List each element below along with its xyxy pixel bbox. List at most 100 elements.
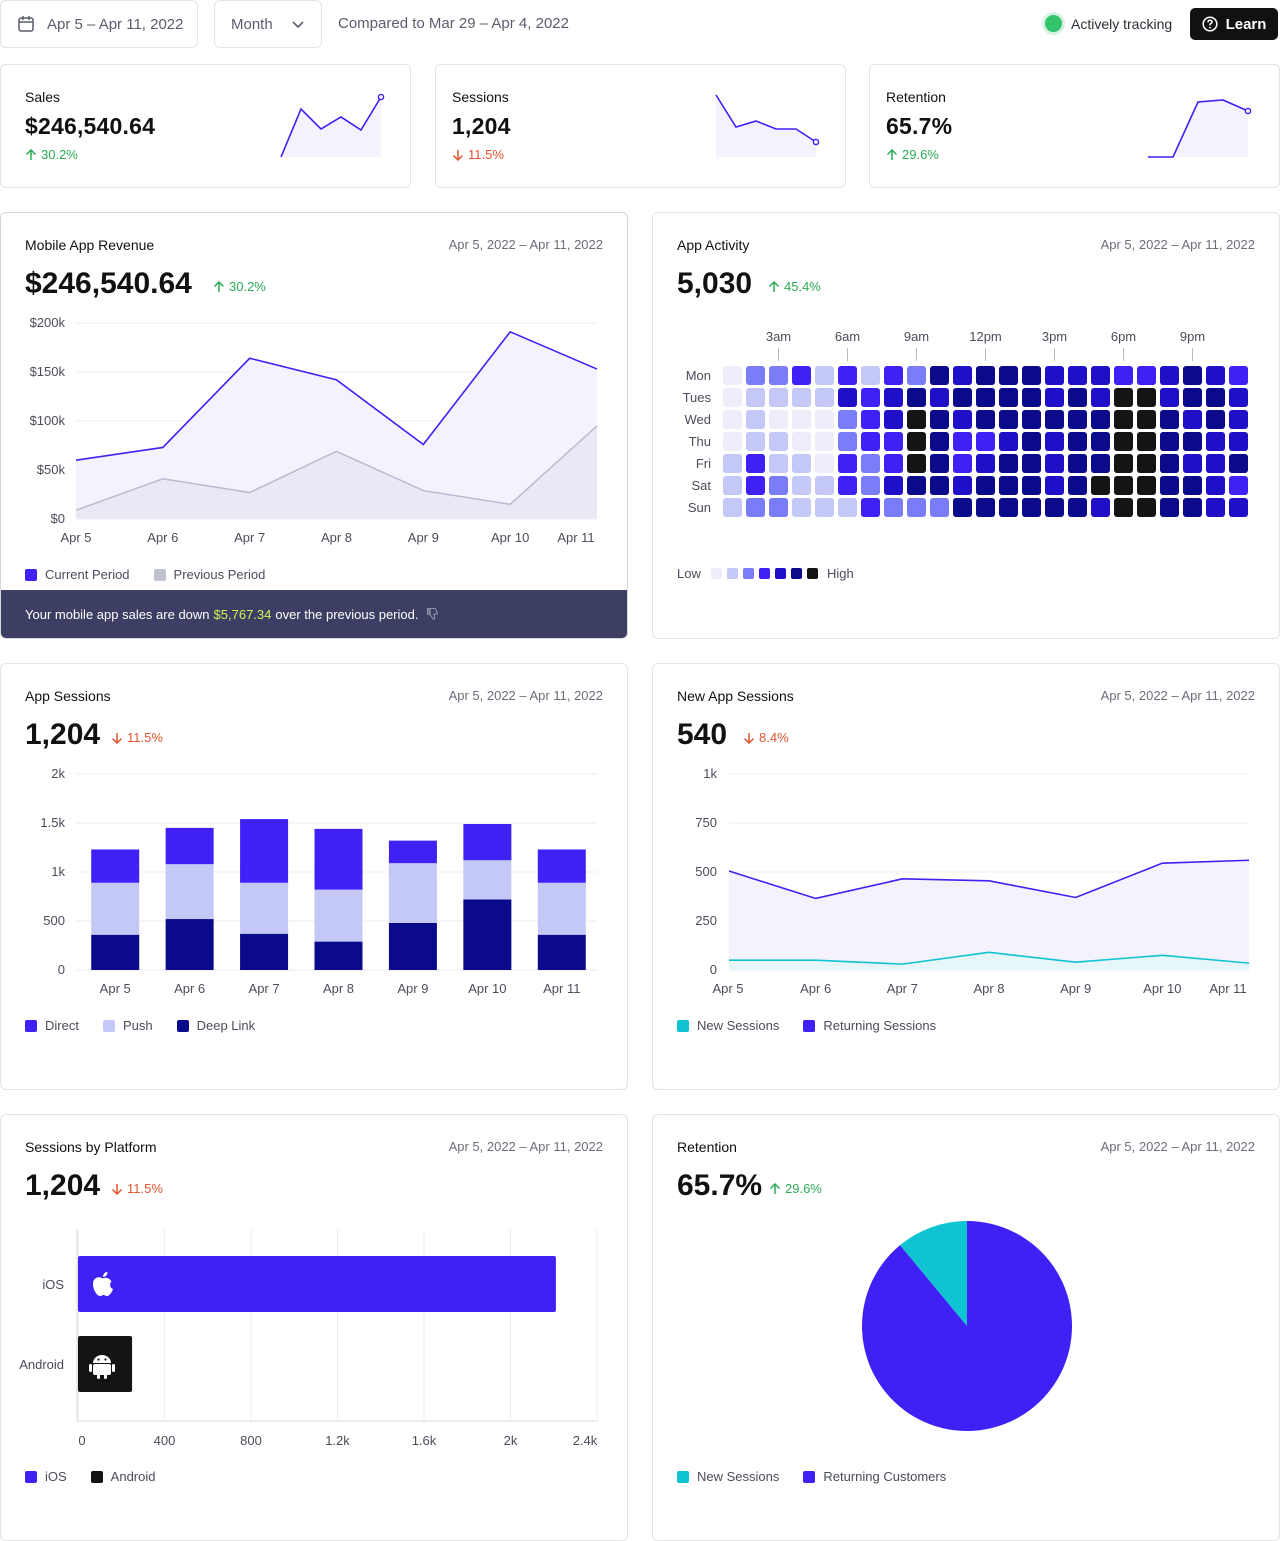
heatmap-cell bbox=[1022, 366, 1041, 385]
scale-swatch bbox=[759, 568, 770, 579]
banner-text: Your mobile app sales are down bbox=[25, 606, 210, 622]
y-tick-label: 250 bbox=[695, 913, 717, 928]
bar-segment-push bbox=[91, 882, 140, 935]
kpi-value: 1,204 bbox=[452, 113, 511, 139]
legend-item-previous[interactable]: Previous Period bbox=[153, 567, 266, 582]
heatmap-cell bbox=[723, 454, 742, 473]
arrow-down-icon bbox=[111, 732, 123, 744]
bar-segment-direct bbox=[165, 827, 214, 865]
date-range-picker[interactable]: Apr 5 – Apr 11, 2022 bbox=[0, 0, 198, 48]
revenue-panel: Mobile App Revenue Apr 5, 2022 – Apr 11,… bbox=[0, 212, 628, 639]
heatmap-cell bbox=[1068, 388, 1087, 407]
heatmap-cell bbox=[815, 410, 834, 429]
new-sessions-chart: 0 250 500 750 1k Apr 5 Apr 6 Apr 7 Apr 8 Apr 9 Apr… bbox=[695, 766, 1250, 996]
bar-segment-push bbox=[240, 882, 289, 934]
heatmap-cell bbox=[1091, 476, 1110, 495]
legend-item-direct[interactable]: Direct bbox=[25, 1018, 79, 1033]
heatmap-cell bbox=[861, 410, 880, 429]
x-tick-label: Apr 5 bbox=[100, 981, 131, 996]
heatmap-cell bbox=[815, 388, 834, 407]
arrow-up-icon bbox=[769, 1182, 781, 1194]
panel-value: 540 bbox=[677, 718, 728, 751]
y-tick-label: 0 bbox=[58, 962, 65, 977]
x-tick-label: Apr 7 bbox=[249, 981, 280, 996]
legend-item-new-sessions[interactable]: New Sessions bbox=[677, 1469, 779, 1484]
heatmap-cell bbox=[1137, 432, 1156, 451]
heatmap-cell bbox=[884, 432, 903, 451]
legend-item-current[interactable]: Current Period bbox=[25, 567, 130, 582]
sparkline-end-dot bbox=[812, 138, 820, 146]
legend-item-ios[interactable]: iOS bbox=[25, 1469, 67, 1484]
legend-item-deep-link[interactable]: Deep Link bbox=[176, 1018, 255, 1033]
heatmap-cell bbox=[838, 410, 857, 429]
legend-label: Direct bbox=[45, 1018, 79, 1033]
legend-item-push[interactable]: Push bbox=[102, 1018, 153, 1033]
kpi-label: Sessions bbox=[452, 89, 509, 105]
bar-segment-push bbox=[537, 882, 586, 935]
panel-delta: 45.4% bbox=[768, 279, 821, 294]
x-tick-label: Apr 11 bbox=[543, 981, 580, 996]
new-sessions-panel: New App Sessions Apr 5, 2022 – Apr 11, 2… bbox=[652, 663, 1280, 1090]
panel-value: 5,030 bbox=[677, 267, 753, 300]
legend-swatch bbox=[803, 1470, 816, 1483]
new-sessions-legend: New Sessions Returning Sessions bbox=[677, 1018, 936, 1033]
heatmap-cell bbox=[746, 498, 765, 517]
heatmap-cell bbox=[999, 454, 1018, 473]
kpi-card-sales[interactable]: Sales $246,540.64 30.2% bbox=[0, 64, 411, 188]
bar-segment-direct bbox=[314, 828, 363, 890]
x-tick-label: 400 bbox=[154, 1433, 176, 1448]
kpi-card-sessions[interactable]: Sessions 1,204 11.5% bbox=[435, 64, 846, 188]
legend-item-new-sessions[interactable]: New Sessions bbox=[677, 1018, 779, 1033]
heatmap-cell bbox=[1091, 454, 1110, 473]
bar-segment-push bbox=[388, 863, 437, 923]
heatmap-cell bbox=[792, 410, 811, 429]
legend-item-returning-customers[interactable]: Returning Customers bbox=[803, 1469, 946, 1484]
legend-item-returning-sessions[interactable]: Returning Sessions bbox=[803, 1018, 936, 1033]
x-tick-label: Apr 9 bbox=[1060, 981, 1091, 996]
legend-item-android[interactable]: Android bbox=[90, 1469, 156, 1484]
panel-date: Apr 5, 2022 – Apr 11, 2022 bbox=[448, 1139, 603, 1154]
heatmap-cell bbox=[907, 432, 926, 451]
y-tick-label: iOS bbox=[42, 1277, 64, 1292]
heatmap-cell bbox=[1229, 388, 1248, 407]
heatmap-cell bbox=[746, 410, 765, 429]
panel-title: App Sessions bbox=[25, 688, 111, 704]
heatmap-cell bbox=[1137, 454, 1156, 473]
heatmap-cell bbox=[1229, 476, 1248, 495]
heatmap-cell bbox=[1206, 366, 1225, 385]
kpi-card-retention[interactable]: Retention 65.7% 29.6% bbox=[869, 64, 1280, 188]
legend-label: Android bbox=[110, 1469, 156, 1484]
y-tick-label: 750 bbox=[695, 815, 717, 830]
period-select[interactable]: Month bbox=[214, 0, 322, 48]
kpi-delta-value: 30.2% bbox=[41, 147, 78, 162]
heatmap-cell bbox=[1183, 410, 1202, 429]
heatmap-cell bbox=[999, 432, 1018, 451]
kpi-delta-value: 29.6% bbox=[902, 147, 939, 162]
sparkline-end-dot bbox=[1244, 107, 1252, 115]
heatmap-cell bbox=[861, 476, 880, 495]
apple-icon bbox=[93, 1272, 113, 1296]
platform-chart: 0 400 800 1.2k 1.6k 2k 2.4k iOS Android bbox=[19, 1229, 598, 1448]
heatmap-cell bbox=[884, 410, 903, 429]
y-tick-label: Android bbox=[19, 1357, 64, 1372]
heatmap-cell bbox=[792, 498, 811, 517]
platform-panel: Sessions by Platform Apr 5, 2022 – Apr 1… bbox=[0, 1114, 628, 1541]
heatmap-cell bbox=[953, 410, 972, 429]
heatmap-cell bbox=[769, 454, 788, 473]
android-arm bbox=[89, 1364, 92, 1372]
heatmap-cell bbox=[1183, 366, 1202, 385]
heatmap-cell bbox=[1068, 498, 1087, 517]
heatmap-cell bbox=[1114, 454, 1133, 473]
legend-label: Previous Period bbox=[173, 567, 266, 582]
heatmap-cell bbox=[1045, 476, 1064, 495]
heatmap-cell bbox=[1183, 432, 1202, 451]
sparkline-line bbox=[1148, 99, 1249, 158]
y-tick-label: 2k bbox=[51, 766, 65, 781]
x-tick-label: Apr 11 bbox=[1209, 981, 1246, 996]
android-body bbox=[93, 1364, 111, 1375]
bar-segment-deep-link bbox=[91, 934, 140, 970]
learn-button[interactable]: Learn bbox=[1190, 8, 1278, 40]
heatmap-cell bbox=[1229, 432, 1248, 451]
bar-segment-direct bbox=[91, 849, 140, 883]
revenue-legend: Current Period Previous Period bbox=[25, 567, 265, 582]
